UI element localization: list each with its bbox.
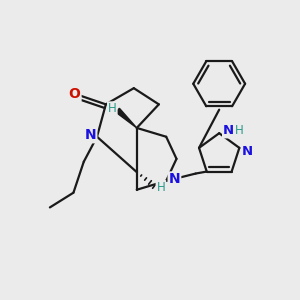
Text: O: O [69, 87, 81, 101]
Polygon shape [116, 108, 137, 128]
Text: N: N [242, 145, 253, 158]
Text: N: N [169, 172, 180, 186]
Text: H: H [157, 181, 165, 194]
Text: N: N [85, 128, 96, 142]
Text: H: H [108, 102, 117, 115]
Text: H: H [235, 124, 244, 137]
Text: N: N [223, 124, 234, 137]
